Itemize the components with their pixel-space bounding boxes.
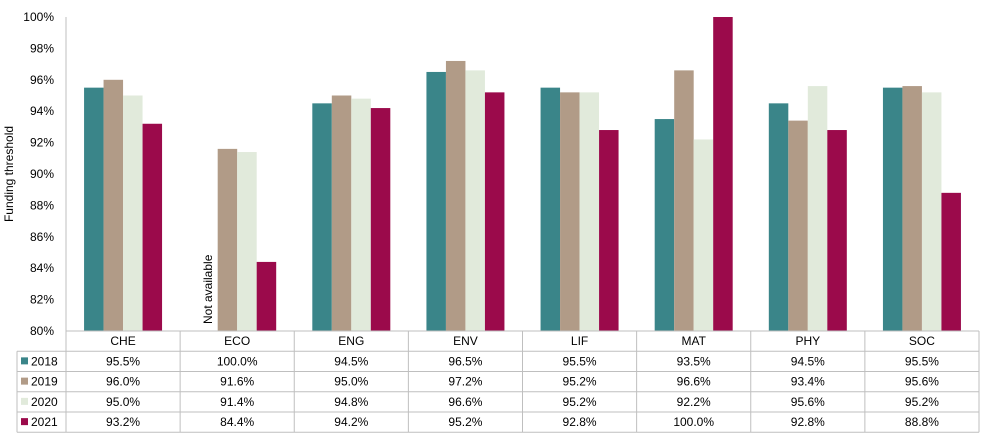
bar-2020-phy	[807, 86, 828, 331]
category-label-eng: ENG	[338, 334, 364, 348]
bar-2020-mat	[693, 139, 714, 331]
bar-2018-env	[426, 71, 446, 331]
table-cell-2021-soc: 88.8%	[905, 415, 939, 429]
legend-label-2021: 2021	[31, 415, 58, 429]
bar-2020-eco	[237, 152, 257, 331]
bar-2019-eco	[217, 148, 238, 331]
table-cell-2019-eco: 91.6%	[220, 375, 254, 389]
y-tick-label: 88%	[30, 198, 54, 212]
table-cell-2021-mat: 100.0%	[673, 415, 714, 429]
category-label-phy: PHY	[795, 334, 820, 348]
bar-2021-eng	[370, 108, 391, 331]
bar-2019-soc	[902, 86, 922, 331]
table-cell-2018-env: 96.5%	[448, 354, 482, 368]
legend-label-2020: 2020	[31, 395, 58, 409]
table-cell-2021-env: 95.2%	[448, 415, 482, 429]
table-cell-2018-phy: 94.5%	[791, 354, 825, 368]
bar-2019-lif	[560, 92, 580, 331]
y-tick-label: 94%	[30, 104, 54, 118]
category-label-eco: ECO	[224, 334, 250, 348]
category-label-che: CHE	[110, 334, 135, 348]
table-cell-2020-soc: 95.2%	[905, 395, 939, 409]
legend-key-2019	[21, 377, 28, 385]
table-cell-2020-eng: 94.8%	[334, 395, 368, 409]
table-cell-2019-soc: 95.6%	[905, 375, 939, 389]
bar-2018-che	[84, 87, 104, 332]
table-cell-2018-che: 95.5%	[106, 354, 140, 368]
table-cell-2019-phy: 93.4%	[791, 375, 825, 389]
legend-label-2018: 2018	[31, 354, 58, 368]
table-cell-2021-lif: 92.8%	[563, 415, 597, 429]
bar-2018-soc	[882, 87, 903, 332]
bar-2021-phy	[827, 130, 847, 331]
y-tick-label: 80%	[30, 324, 54, 338]
bar-2021-eco	[256, 261, 277, 331]
table-cell-2020-lif: 95.2%	[563, 395, 597, 409]
bar-2018-mat	[654, 119, 675, 331]
table-cell-2019-eng: 95.0%	[334, 375, 368, 389]
table-cell-2020-che: 95.0%	[106, 395, 140, 409]
category-label-soc: SOC	[909, 334, 935, 348]
y-tick-label: 90%	[30, 167, 54, 181]
legend-key-2021	[21, 418, 28, 426]
legend-key-2020	[21, 397, 28, 405]
bar-2021-mat	[713, 17, 733, 331]
bar-2019-env	[445, 60, 466, 332]
table-cell-2018-lif: 95.5%	[563, 354, 597, 368]
y-tick-label: 84%	[30, 261, 54, 275]
table-cell-2019-env: 97.2%	[448, 375, 482, 389]
bar-2020-lif	[579, 92, 600, 331]
bar-2019-eng	[331, 95, 352, 331]
bar-2020-eng	[351, 98, 371, 331]
table-cell-2019-che: 96.0%	[106, 375, 140, 389]
bar-2020-env	[465, 70, 485, 331]
y-tick-label: 96%	[30, 73, 54, 87]
table-cell-2021-che: 93.2%	[106, 415, 140, 429]
bar-2019-che	[103, 79, 124, 331]
category-label-env: ENV	[453, 334, 478, 348]
legend-label-2019: 2019	[31, 375, 58, 389]
table-cell-2021-eco: 84.4%	[220, 415, 254, 429]
table-cell-2020-env: 96.6%	[448, 395, 482, 409]
table-cell-2020-eco: 91.4%	[220, 395, 254, 409]
bar-2018-lif	[540, 87, 561, 332]
table-cell-2020-phy: 95.6%	[791, 395, 825, 409]
table-cell-2019-lif: 95.2%	[563, 375, 597, 389]
y-tick-label: 82%	[30, 293, 54, 307]
y-axis-title: Funding threshold	[2, 126, 16, 222]
table-cell-2020-mat: 92.2%	[677, 395, 711, 409]
y-tick-label: 100%	[23, 10, 54, 24]
bar-2020-che	[123, 95, 143, 331]
table-cell-2018-eco: 100.0%	[217, 354, 258, 368]
bar-2018-phy	[768, 103, 789, 331]
bar-2020-soc	[921, 92, 942, 331]
bar-2019-phy	[788, 120, 808, 332]
table-cell-2021-phy: 92.8%	[791, 415, 825, 429]
y-tick-label: 92%	[30, 136, 54, 150]
bar-2019-mat	[674, 70, 694, 331]
y-tick-label: 86%	[30, 230, 54, 244]
category-label-lif: LIF	[571, 334, 588, 348]
table-cell-2018-eng: 94.5%	[334, 354, 368, 368]
category-label-mat: MAT	[681, 334, 706, 348]
y-tick-label: 98%	[30, 41, 54, 55]
bar-2021-che	[142, 123, 163, 331]
table-cell-2019-mat: 96.6%	[677, 375, 711, 389]
table-cell-2018-mat: 93.5%	[677, 354, 711, 368]
bar-2021-env	[484, 92, 505, 331]
bar-2018-eng	[312, 103, 332, 331]
bar-2021-lif	[599, 130, 619, 331]
bar-2021-soc	[941, 192, 961, 331]
table-cell-2021-eng: 94.2%	[334, 415, 368, 429]
legend-key-2018	[21, 357, 28, 365]
not-available-annotation: Not available	[201, 254, 215, 324]
table-cell-2018-soc: 95.5%	[905, 354, 939, 368]
